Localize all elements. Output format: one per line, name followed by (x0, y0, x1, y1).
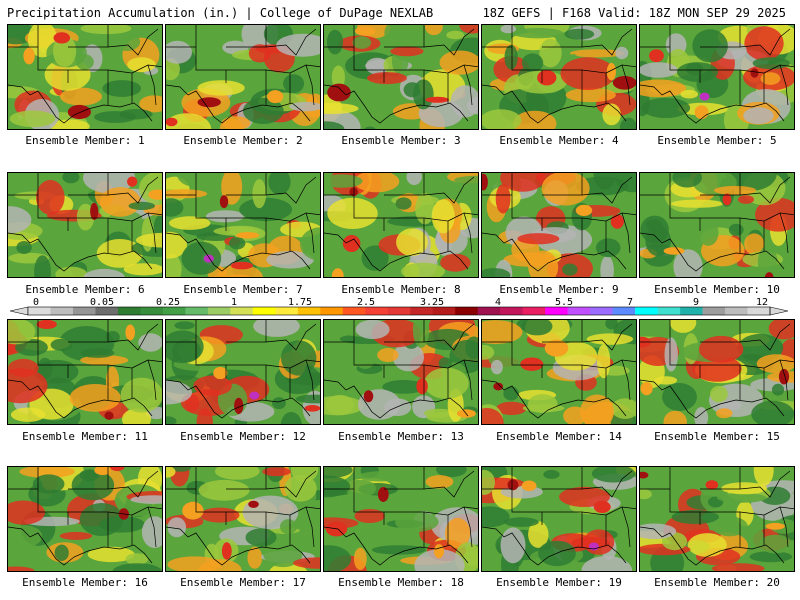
colorbar-segment (320, 307, 343, 315)
member-caption: Ensemble Member: 20 (637, 576, 797, 589)
member-caption: Ensemble Member: 6 (5, 283, 165, 296)
precip-map-member-14 (481, 319, 637, 425)
precip-map-member-16 (7, 466, 163, 572)
member-caption: Ensemble Member: 14 (479, 430, 639, 443)
colorbar-tick-label: 0 (33, 297, 39, 308)
precip-map-member-20 (639, 466, 795, 572)
colorbar-segment (410, 307, 433, 315)
precip-map-member-8 (323, 172, 479, 278)
colorbar-tick-label: 1.75 (288, 297, 312, 308)
colorbar-tick-label: 9 (693, 297, 699, 308)
colorbar-segment (28, 307, 51, 315)
precip-map-member-9 (481, 172, 637, 278)
colorbar-segment (523, 307, 546, 315)
colorbar-segment (725, 307, 748, 315)
colorbar-segment (680, 307, 703, 315)
colorbar-segment (343, 307, 366, 315)
colorbar-segment (568, 307, 591, 315)
valid-time-label: 18Z GEFS | F168 Valid: 18Z MON SEP 29 20… (483, 6, 786, 20)
precip-map-member-3 (323, 24, 479, 130)
precip-map-member-7 (165, 172, 321, 278)
precip-map-member-2 (165, 24, 321, 130)
colorbar-segment (208, 307, 231, 315)
colorbar-segment (140, 307, 163, 315)
colorbar-segment (275, 307, 298, 315)
member-caption: Ensemble Member: 4 (479, 134, 639, 147)
member-caption: Ensemble Member: 10 (637, 283, 797, 296)
colorbar-segment (253, 307, 276, 315)
colorbar-segment (613, 307, 636, 315)
precip-colorbar: 0 0.05 0.25 1 1.75 2.5 3.25 4 5.5 7 9 12 (0, 296, 800, 318)
colorbar-tick-label: 12 (756, 297, 768, 308)
colorbar-tick-label: 0.05 (90, 297, 114, 308)
colorbar-left-arrow (10, 307, 28, 315)
colorbar-segment (118, 307, 141, 315)
member-caption: Ensemble Member: 15 (637, 430, 797, 443)
colorbar-segment (388, 307, 411, 315)
colorbar-segment (500, 307, 523, 315)
precip-map-member-17 (165, 466, 321, 572)
member-caption: Ensemble Member: 11 (5, 430, 165, 443)
precip-map-member-15 (639, 319, 795, 425)
precip-map-member-4 (481, 24, 637, 130)
colorbar-right-arrow (770, 307, 788, 315)
member-caption: Ensemble Member: 16 (5, 576, 165, 589)
precip-map-member-11 (7, 319, 163, 425)
colorbar-segment (365, 307, 388, 315)
member-caption: Ensemble Member: 13 (321, 430, 481, 443)
colorbar-segment (433, 307, 456, 315)
member-caption: Ensemble Member: 1 (5, 134, 165, 147)
colorbar-segment (635, 307, 658, 315)
colorbar-segment (50, 307, 73, 315)
precip-map-member-10 (639, 172, 795, 278)
member-caption: Ensemble Member: 18 (321, 576, 481, 589)
colorbar-segment (163, 307, 186, 315)
colorbar-tick-label: 0.25 (156, 297, 180, 308)
precip-map-member-1 (7, 24, 163, 130)
member-caption: Ensemble Member: 12 (163, 430, 323, 443)
colorbar-segment (298, 307, 321, 315)
chart-title: Precipitation Accumulation (in.) | Colle… (7, 6, 433, 20)
colorbar-segment (545, 307, 568, 315)
member-caption: Ensemble Member: 9 (479, 283, 639, 296)
member-caption: Ensemble Member: 17 (163, 576, 323, 589)
colorbar-tick-label: 1 (231, 297, 237, 308)
colorbar-segment (703, 307, 726, 315)
precip-map-member-19 (481, 466, 637, 572)
colorbar-tick-label: 4 (495, 297, 501, 308)
colorbar-segment (95, 307, 118, 315)
member-caption: Ensemble Member: 19 (479, 576, 639, 589)
colorbar-segment (73, 307, 96, 315)
precip-map-member-13 (323, 319, 479, 425)
colorbar-segment (590, 307, 613, 315)
member-caption: Ensemble Member: 7 (163, 283, 323, 296)
member-caption: Ensemble Member: 8 (321, 283, 481, 296)
colorbar-tick-label: 7 (627, 297, 633, 308)
precip-map-member-12 (165, 319, 321, 425)
precip-map-member-5 (639, 24, 795, 130)
colorbar-segment (748, 307, 771, 315)
member-caption: Ensemble Member: 3 (321, 134, 481, 147)
colorbar-tick-label: 5.5 (555, 297, 573, 308)
member-caption: Ensemble Member: 2 (163, 134, 323, 147)
colorbar-tick-label: 3.25 (420, 297, 444, 308)
colorbar-segment (478, 307, 501, 315)
colorbar-segment (658, 307, 681, 315)
colorbar-segment (455, 307, 478, 315)
precip-map-member-18 (323, 466, 479, 572)
member-caption: Ensemble Member: 5 (637, 134, 797, 147)
colorbar-tick-label: 2.5 (357, 297, 375, 308)
precip-map-member-6 (7, 172, 163, 278)
colorbar-segment (185, 307, 208, 315)
colorbar-segment (230, 307, 253, 315)
